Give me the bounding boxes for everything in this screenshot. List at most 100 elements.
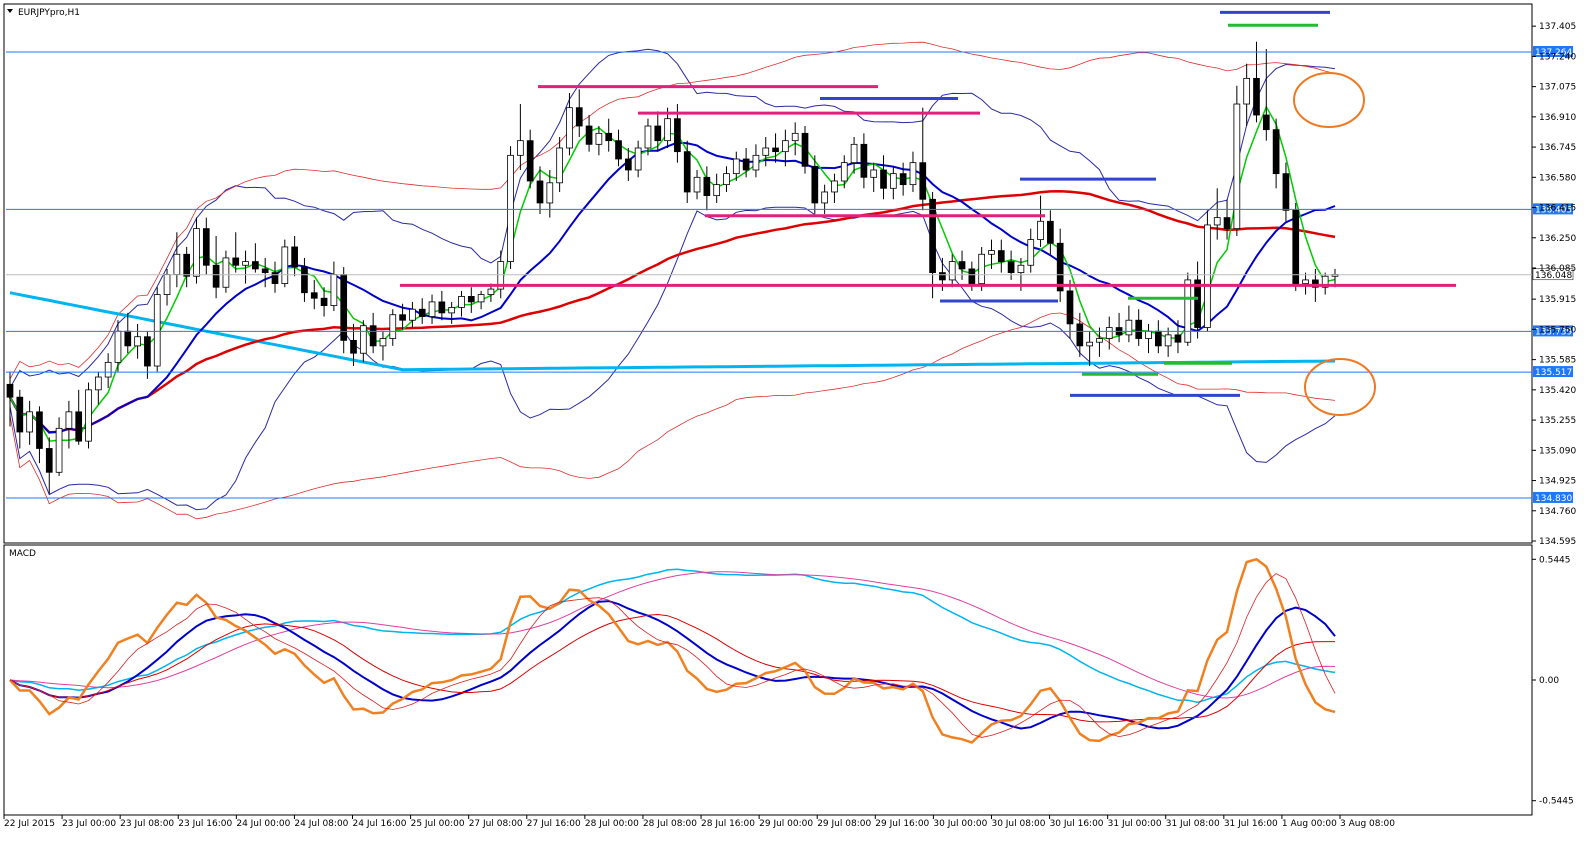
- candle-body: [212, 264, 220, 288]
- candle-body: [1056, 242, 1064, 292]
- price-tick-label: 135.585: [1539, 356, 1576, 366]
- candle-body: [595, 132, 603, 145]
- candle-body: [988, 250, 995, 255]
- candle-body: [1027, 239, 1035, 266]
- candle-body: [693, 176, 701, 193]
- candle-body: [1282, 173, 1290, 211]
- candle-body: [507, 154, 514, 262]
- level-price-label: 136.405: [1535, 205, 1572, 215]
- candle-body: [1164, 334, 1172, 347]
- candle-body: [1145, 330, 1152, 339]
- macd-slow-line: [9, 568, 1336, 704]
- candle-body: [1096, 338, 1103, 343]
- price-tick-label: 135.255: [1539, 416, 1576, 426]
- candle-body: [723, 173, 730, 186]
- candle-body: [683, 151, 691, 193]
- short-average-line: [9, 105, 1336, 442]
- candle-body: [517, 140, 524, 156]
- time-tick-label: 28 Jul 00:00: [585, 819, 639, 829]
- candle-body: [624, 158, 632, 171]
- candle-body: [654, 125, 662, 142]
- candle-body: [909, 162, 917, 186]
- time-tick-label: 1 Aug 00:00: [1282, 819, 1337, 829]
- candle-body: [310, 292, 318, 299]
- current-price-label: 136.048: [1535, 271, 1572, 281]
- price-tick-label: 135.750: [1539, 325, 1576, 335]
- symbol-menu-triangle-icon[interactable]: [7, 9, 13, 13]
- candle-body: [232, 257, 240, 266]
- time-tick-label: 24 Jul 08:00: [294, 819, 348, 829]
- candle-body: [271, 272, 279, 284]
- orange-circle-upper: [1293, 72, 1365, 128]
- candle-body: [1292, 209, 1300, 284]
- time-tick-label: 23 Jul 16:00: [178, 819, 232, 829]
- macd-tick-label: 0.5445: [1539, 555, 1571, 565]
- candle-body: [399, 314, 406, 321]
- candle-body: [389, 314, 397, 339]
- time-tick-label: 31 Jul 08:00: [1166, 819, 1220, 829]
- time-tick-label: 28 Jul 08:00: [643, 819, 697, 829]
- candle-body: [134, 336, 141, 347]
- candle-body: [281, 246, 289, 284]
- upper-band-line: [9, 48, 1336, 389]
- outer-lower-band-line: [9, 312, 1336, 520]
- time-tick-label: 24 Jul 16:00: [353, 819, 407, 829]
- candle-body: [438, 301, 446, 314]
- candle-body: [379, 338, 387, 347]
- candle-body: [153, 294, 161, 367]
- level-price-label: 135.739: [1535, 327, 1572, 337]
- time-tick-label: 30 Jul 00:00: [933, 819, 987, 829]
- candle-body: [252, 261, 259, 270]
- time-tick-label: 23 Jul 08:00: [120, 819, 174, 829]
- candle-body: [634, 147, 642, 171]
- price-tick-label: 136.745: [1539, 143, 1576, 153]
- candle-body: [762, 147, 770, 156]
- time-tick-label: 3 Aug 08:00: [1340, 819, 1395, 829]
- lower-band-line: [9, 206, 1336, 511]
- candle-body: [1272, 129, 1280, 175]
- candle-body: [772, 147, 779, 153]
- candle-body: [428, 301, 436, 317]
- candle-body: [1302, 279, 1309, 284]
- current-price-box: [1532, 268, 1574, 281]
- candle-body: [55, 427, 63, 473]
- time-tick-label: 30 Jul 08:00: [991, 819, 1045, 829]
- candle-body: [546, 182, 554, 204]
- price-tick-label: 137.240: [1539, 52, 1576, 62]
- macd-label: MACD: [9, 549, 36, 559]
- price-tick-label: 136.910: [1539, 113, 1576, 123]
- candle-body: [1184, 279, 1192, 343]
- candle-body: [1105, 327, 1113, 339]
- moving-average-lines: [8, 105, 1336, 442]
- candle-body: [1223, 217, 1231, 230]
- candle-body: [939, 272, 946, 281]
- candle-body: [1154, 330, 1162, 347]
- candle-body: [330, 274, 338, 306]
- candle-body: [1321, 275, 1329, 288]
- time-tick-label: 30 Jul 16:00: [1050, 819, 1104, 829]
- time-tick-label: 29 Jul 16:00: [875, 819, 929, 829]
- candle-body: [291, 246, 298, 268]
- candle-body: [526, 140, 534, 182]
- time-tick-label: 29 Jul 00:00: [759, 819, 813, 829]
- annotations: [400, 10, 1456, 416]
- price-tick-label: 136.085: [1539, 264, 1576, 274]
- candle-body: [585, 125, 593, 145]
- candle-body: [340, 274, 348, 341]
- candle-body: [487, 288, 495, 295]
- candle-body: [183, 253, 191, 277]
- candle-body: [860, 143, 868, 178]
- candle-body: [36, 411, 43, 449]
- candle-body: [369, 325, 377, 347]
- candle-body: [919, 162, 927, 200]
- price-tick-label: 135.915: [1539, 295, 1576, 305]
- time-tick-label: 31 Jul 16:00: [1224, 819, 1278, 829]
- time-tick-label: 31 Jul 00:00: [1108, 819, 1162, 829]
- candle-body: [997, 250, 1005, 262]
- candle-body: [350, 339, 357, 354]
- level-price-box: [1533, 366, 1573, 378]
- candle-body: [1312, 279, 1319, 288]
- level-price-label: 134.830: [1535, 494, 1572, 504]
- candle-body: [1125, 319, 1133, 336]
- candle-body: [1233, 103, 1241, 230]
